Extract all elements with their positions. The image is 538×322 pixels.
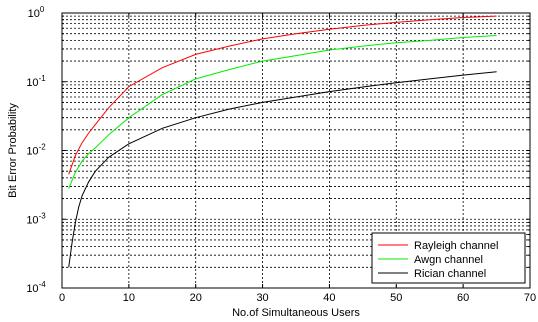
y-tick-label: 10-4 xyxy=(26,280,46,295)
x-tick-label: 50 xyxy=(390,292,402,304)
x-tick-label: 70 xyxy=(524,292,536,304)
y-tick-label: 100 xyxy=(28,5,45,20)
tick-labels: 0 10 20 30 40 50 60 70 10-4 10-3 10-2 10-1 100 xyxy=(26,5,536,304)
legend: Rayleigh channel Awgn channel Rician chann… xyxy=(371,232,526,284)
ticks xyxy=(61,12,531,289)
x-tick-label: 40 xyxy=(323,292,335,304)
y-tick-label: 10-3 xyxy=(26,211,46,226)
x-tick-label: 0 xyxy=(59,292,65,304)
series-layer xyxy=(68,15,497,268)
legend-label: Awgn channel xyxy=(414,254,483,266)
series-line xyxy=(68,71,497,268)
y-tick-label: 10-2 xyxy=(26,143,46,158)
legend-box xyxy=(371,232,526,284)
x-axis-title: No.of Simultaneous Users xyxy=(232,307,360,319)
series-line xyxy=(68,15,497,175)
x-tick-label: 20 xyxy=(190,292,202,304)
series-line xyxy=(68,35,497,189)
legend-label: Rician channel xyxy=(414,268,486,280)
x-tick-label: 60 xyxy=(457,292,469,304)
y-axis-title: Bit Error Probability xyxy=(7,103,19,198)
x-tick-label: 30 xyxy=(256,292,268,304)
x-tick-label: 10 xyxy=(123,292,135,304)
legend-label: Rayleigh channel xyxy=(414,240,498,252)
y-tick-label: 10-1 xyxy=(26,74,46,89)
